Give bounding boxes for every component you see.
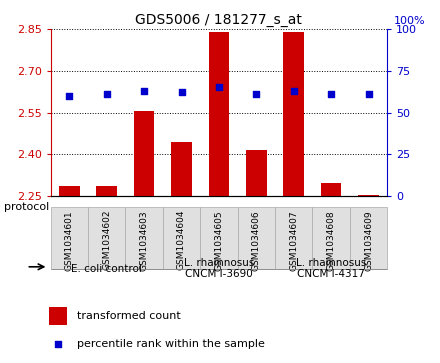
Title: GDS5006 / 181277_s_at: GDS5006 / 181277_s_at [136,13,302,26]
Text: GSM1034607: GSM1034607 [289,210,298,271]
Bar [321,183,341,196]
Text: L. rhamnosus
CNCM I-4317: L. rhamnosus CNCM I-4317 [296,258,366,280]
Text: GSM1034603: GSM1034603 [139,210,149,271]
Bar [283,32,304,196]
Bar [350,207,387,269]
Point [216,85,223,90]
Point [178,90,185,95]
Bar [51,207,88,269]
Bar [358,195,379,196]
Text: L. rhamnosus
CNCM I-3690: L. rhamnosus CNCM I-3690 [184,258,254,280]
Bar [134,111,154,196]
Bar [59,186,80,196]
Point [54,341,61,347]
Point [66,93,73,99]
Text: 100%: 100% [394,16,426,26]
Text: GSM1034609: GSM1034609 [364,210,373,271]
Text: GSM1034608: GSM1034608 [326,210,336,271]
Bar [209,32,229,196]
Text: E. coli control: E. coli control [71,264,142,274]
Bar [238,207,275,269]
Point [290,88,297,94]
Text: transformed count: transformed count [77,311,181,321]
Point [253,91,260,97]
Bar [200,207,238,269]
Text: protocol: protocol [4,202,50,212]
Point [327,91,335,97]
Text: GSM1034604: GSM1034604 [177,210,186,270]
Bar [171,142,192,196]
Point [103,91,110,97]
Text: GSM1034606: GSM1034606 [252,210,261,271]
Text: GSM1034605: GSM1034605 [214,210,224,271]
Bar [163,207,200,269]
Point [365,91,372,97]
Text: GSM1034601: GSM1034601 [65,210,74,271]
Point [141,88,148,94]
Bar [125,207,163,269]
Bar [312,207,350,269]
Bar [49,307,66,325]
Bar [88,207,125,269]
Bar [275,207,312,269]
Bar [246,150,267,196]
Text: percentile rank within the sample: percentile rank within the sample [77,339,265,349]
Text: GSM1034602: GSM1034602 [102,210,111,270]
Bar [96,186,117,196]
